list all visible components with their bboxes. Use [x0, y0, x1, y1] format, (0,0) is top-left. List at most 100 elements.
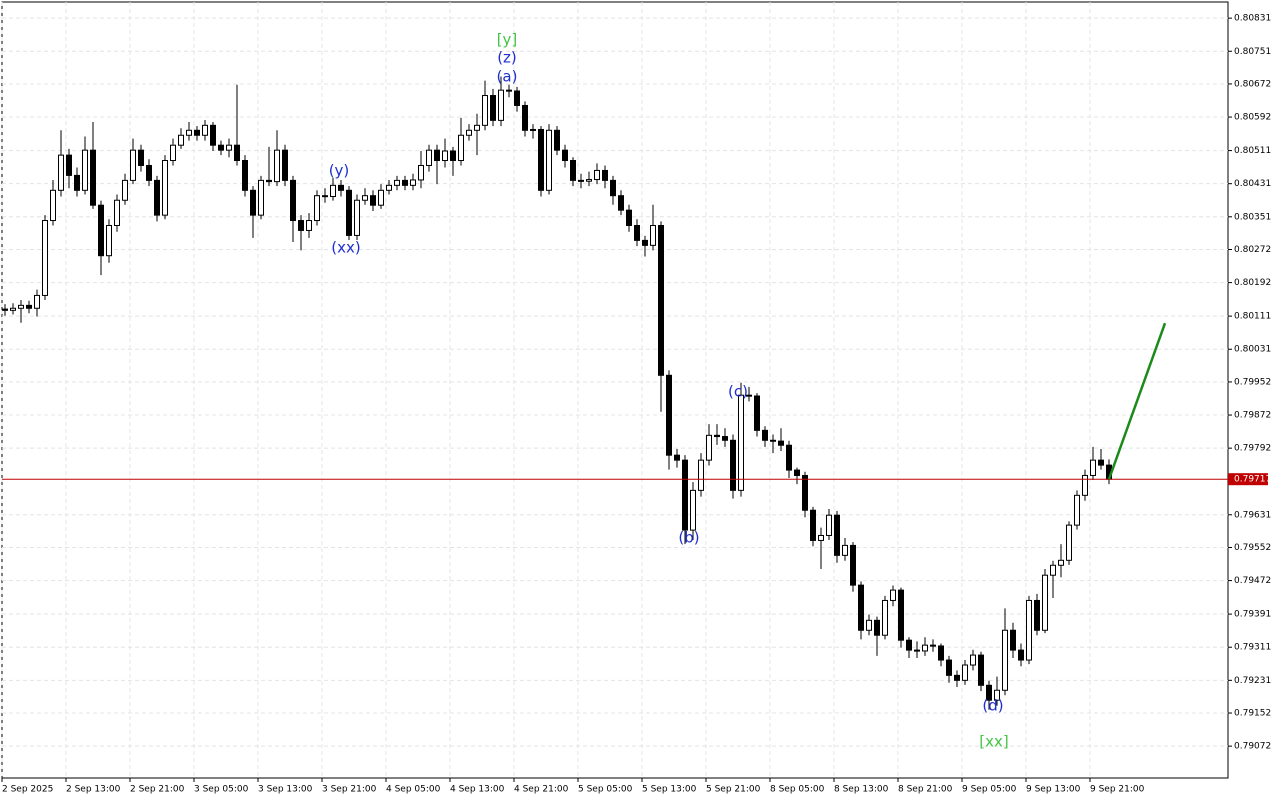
- candle-body: [434, 149, 440, 162]
- candle-body: [482, 95, 488, 126]
- candle-body: [362, 195, 368, 201]
- candle-body: [986, 684, 992, 701]
- x-tick-label: 2 Sep 21:00: [130, 785, 185, 795]
- candle-body: [202, 124, 208, 136]
- candle-body: [450, 150, 456, 162]
- y-tick-label: 0.80672: [1234, 79, 1271, 89]
- candle-body: [666, 374, 672, 456]
- candle-body: [474, 124, 480, 131]
- candle-body: [730, 439, 736, 491]
- candle-body: [394, 179, 400, 186]
- candle-body: [938, 645, 944, 661]
- candle-body: [490, 95, 496, 121]
- candle-body: [418, 164, 424, 181]
- candle-body: [122, 179, 128, 201]
- x-tick-label: 5 Sep 21:00: [706, 785, 761, 795]
- candle-body: [1010, 629, 1016, 651]
- candle-body: [874, 619, 880, 636]
- current-price-label: 0.79717: [1234, 475, 1271, 485]
- candle-body: [762, 429, 768, 441]
- candle-body: [778, 440, 784, 446]
- candle-body: [218, 144, 224, 151]
- candle-body: [802, 474, 808, 511]
- y-tick-label: 0.79872: [1234, 411, 1271, 421]
- candle-body: [266, 179, 272, 183]
- y-tick-label: 0.79311: [1234, 643, 1271, 653]
- y-tick-label: 0.80192: [1234, 278, 1271, 288]
- candle-body: [226, 144, 232, 151]
- candle-body: [546, 129, 552, 191]
- candle-body: [946, 659, 952, 676]
- candle-body: [1074, 494, 1080, 526]
- current-price-box: [1228, 473, 1268, 486]
- candle-body: [114, 199, 120, 226]
- candle-body: [570, 160, 576, 181]
- candle-body: [10, 307, 16, 311]
- candle-body: [786, 444, 792, 471]
- candle-body: [706, 434, 712, 461]
- candle-body: [74, 174, 80, 191]
- candle-body: [34, 294, 40, 309]
- y-tick-label: 0.80272: [1234, 245, 1271, 255]
- candle-body: [298, 220, 304, 231]
- candle-body: [682, 459, 688, 531]
- candle-body: [1090, 459, 1096, 476]
- candle-body: [746, 394, 752, 397]
- candle-body: [602, 169, 608, 181]
- candle-body: [186, 129, 192, 136]
- x-tick-label: 9 Sep 13:00: [1026, 785, 1081, 795]
- candle-body: [346, 189, 352, 236]
- y-tick-label: 0.80351: [1234, 212, 1271, 222]
- x-tick-label: 2 Sep 13:00: [66, 785, 121, 795]
- candle-body: [1026, 599, 1032, 661]
- y-tick-label: 0.79072: [1234, 742, 1271, 752]
- x-tick-label: 8 Sep 13:00: [834, 785, 889, 795]
- x-tick-label: 9 Sep 21:00: [1090, 785, 1145, 795]
- candle-body: [530, 128, 536, 131]
- candle-body: [586, 179, 592, 182]
- candle-body: [674, 454, 680, 461]
- x-tick-label: 4 Sep 05:00: [386, 785, 441, 795]
- candle-body: [898, 589, 904, 641]
- candle-body: [698, 459, 704, 491]
- x-tick-label: 3 Sep 05:00: [194, 785, 249, 795]
- candle-body: [154, 179, 160, 216]
- candle-body: [210, 124, 216, 146]
- candle-body: [330, 184, 336, 198]
- candle-body: [42, 220, 48, 296]
- candle-body: [498, 89, 504, 121]
- y-tick-label: 0.79152: [1234, 709, 1271, 719]
- x-tick-label: 3 Sep 21:00: [322, 785, 377, 795]
- candle-body: [890, 589, 896, 601]
- candle-body: [1066, 524, 1072, 561]
- candle-body: [834, 514, 840, 556]
- candle-body: [554, 129, 560, 151]
- y-tick-label: 0.80831: [1234, 14, 1271, 24]
- candle-body: [378, 189, 384, 206]
- wave-label: (z): [497, 49, 517, 67]
- x-tick-label: 9 Sep 05:00: [962, 785, 1017, 795]
- candle-body: [826, 514, 832, 536]
- candle-body: [810, 509, 816, 541]
- y-tick-label: 0.80511: [1234, 146, 1271, 156]
- candle-body: [90, 149, 96, 206]
- y-tick-label: 0.79952: [1234, 377, 1271, 387]
- candle-body: [1082, 474, 1088, 496]
- candle-body: [466, 129, 472, 136]
- y-tick-label: 0.80751: [1234, 47, 1271, 57]
- candle-body: [690, 489, 696, 531]
- y-tick-label: 0.80111: [1234, 312, 1271, 322]
- candle-body: [66, 154, 72, 176]
- candle-body: [98, 204, 104, 257]
- candle-body: [274, 149, 280, 183]
- candle-body: [858, 584, 864, 631]
- x-tick-label: 4 Sep 13:00: [450, 785, 505, 795]
- candle-body: [402, 179, 408, 186]
- candle-body: [50, 189, 56, 222]
- x-tick-label: 5 Sep 05:00: [578, 785, 633, 795]
- candle-body: [882, 599, 888, 636]
- candle-body: [738, 394, 744, 491]
- wave-label: (xx): [331, 239, 360, 257]
